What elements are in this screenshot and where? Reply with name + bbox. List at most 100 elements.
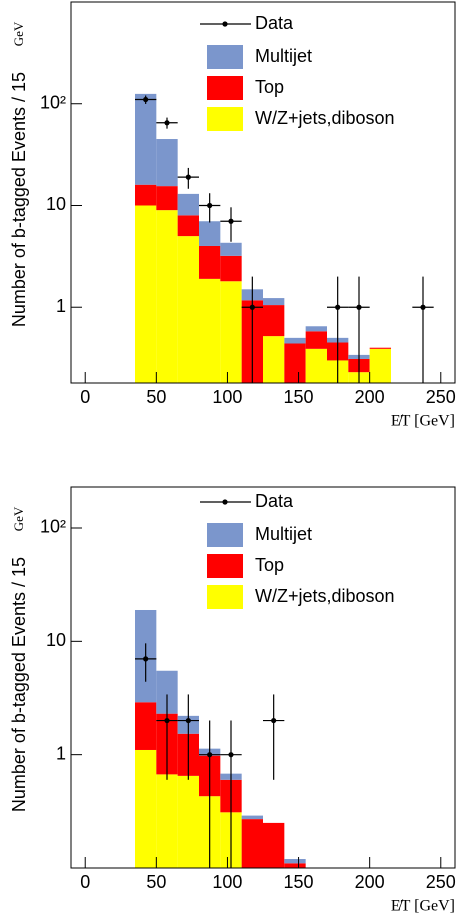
bar-segment [305, 331, 327, 349]
legend-swatch [207, 523, 243, 547]
data-point [185, 174, 191, 180]
bar-segment [284, 337, 306, 344]
plot-area [135, 93, 434, 409]
bar-segment [156, 210, 178, 383]
bar-segment [135, 184, 157, 206]
data-point [207, 752, 213, 758]
bar-segment [263, 822, 285, 868]
data-point [228, 218, 234, 224]
bar-segment [177, 215, 199, 237]
bar-segment [156, 139, 178, 187]
bar-segment [284, 343, 306, 383]
x-tick-label: 200 [355, 387, 385, 407]
y-tick-label: 1 [56, 743, 66, 763]
legend-marker [222, 21, 228, 27]
legend-swatch [207, 107, 243, 131]
bar-segment [241, 815, 263, 820]
legend-swatch [207, 76, 243, 100]
bar-segment [199, 221, 221, 246]
bar-segment [199, 245, 221, 279]
y-tick-label: 1 [56, 296, 66, 316]
x-axis-label: E̸T [GeV] [391, 898, 455, 915]
legend-label: Top [255, 555, 284, 575]
y-axis-unit: GeV [11, 506, 26, 531]
bar-segment [284, 863, 306, 868]
bar-segment [177, 193, 199, 216]
bar-segment [263, 305, 285, 337]
bar-segment [242, 388, 263, 409]
x-tick-label: 150 [284, 872, 314, 892]
y-tick-label: 10² [40, 517, 66, 537]
x-tick-label: 0 [80, 387, 90, 407]
bar-segment [220, 255, 242, 282]
y-tick-label: 10 [46, 194, 66, 214]
data-point [143, 96, 149, 103]
bar-segment [305, 348, 327, 383]
panel: 0 50 100 150 200 250 1 10 10² E̸T [GeV] Number of … [9, 486, 456, 916]
legend-label: Top [255, 77, 284, 97]
bar-segment [156, 774, 178, 868]
bar-segment [135, 205, 157, 383]
x-tick-label: 250 [426, 872, 456, 892]
bar-segment [369, 347, 391, 349]
bar-segment [305, 326, 327, 332]
data-point [420, 304, 426, 310]
frame [70, 1, 456, 384]
data-point [249, 304, 255, 310]
legend-swatch [207, 585, 243, 609]
y-tick-label: 10 [46, 630, 66, 650]
y-axis-label: Number of b-tagged Events / 15 [9, 72, 29, 327]
bar-segment [177, 236, 199, 383]
y-axis-unit: GeV [11, 21, 26, 46]
panel: 0 50 100 150 200 250 1 10 10² E̸T [GeV] Number of … [9, 1, 456, 430]
bar-segment [263, 298, 285, 306]
legend-marker [222, 499, 228, 505]
data-point [335, 304, 341, 310]
bar-segment [199, 278, 221, 383]
x-tick-label: 100 [212, 872, 242, 892]
bar-segment [241, 819, 263, 868]
y-tick-label: 10² [40, 92, 66, 112]
bar-segment [284, 859, 306, 864]
legend-label: Multijet [255, 46, 312, 66]
data-point [271, 717, 277, 724]
x-tick-label: 200 [355, 872, 385, 892]
y-axis-label: Number of b-tagged Events / 15 [9, 557, 29, 812]
x-tick-label: 250 [426, 387, 456, 407]
data-point [228, 752, 234, 758]
bar-segment [135, 93, 157, 185]
x-tick-label: 100 [212, 387, 242, 407]
frame [70, 486, 456, 869]
bar-segment [220, 281, 242, 383]
data-point [207, 202, 213, 209]
bar-segment [263, 336, 285, 383]
x-tick-label: 0 [80, 872, 90, 892]
bar-segment [263, 873, 284, 916]
legend-label: W/Z+jets,diboson [255, 108, 395, 128]
bar-segment [156, 186, 178, 211]
data-point [164, 120, 170, 126]
legend-swatch [207, 45, 243, 69]
legend-label: Data [255, 491, 294, 511]
data-point [356, 304, 362, 310]
legend-label: Data [255, 13, 294, 33]
bar-segment [156, 670, 178, 714]
data-point [143, 656, 149, 662]
data-point [164, 717, 170, 724]
x-tick-label: 50 [146, 872, 166, 892]
bar-segment [220, 242, 242, 256]
x-tick-label: 50 [146, 387, 166, 407]
bar-segment [135, 749, 157, 868]
bar-segment [369, 348, 391, 383]
bar-segment [242, 873, 263, 902]
legend-label: Multijet [255, 524, 312, 544]
legend-swatch [207, 554, 243, 578]
x-axis-label: E̸T [GeV] [391, 413, 455, 430]
x-tick-label: 150 [284, 387, 314, 407]
bar-segment [135, 702, 157, 750]
bar-segment [177, 775, 199, 868]
data-point [185, 717, 191, 724]
legend-label: W/Z+jets,diboson [255, 586, 395, 606]
